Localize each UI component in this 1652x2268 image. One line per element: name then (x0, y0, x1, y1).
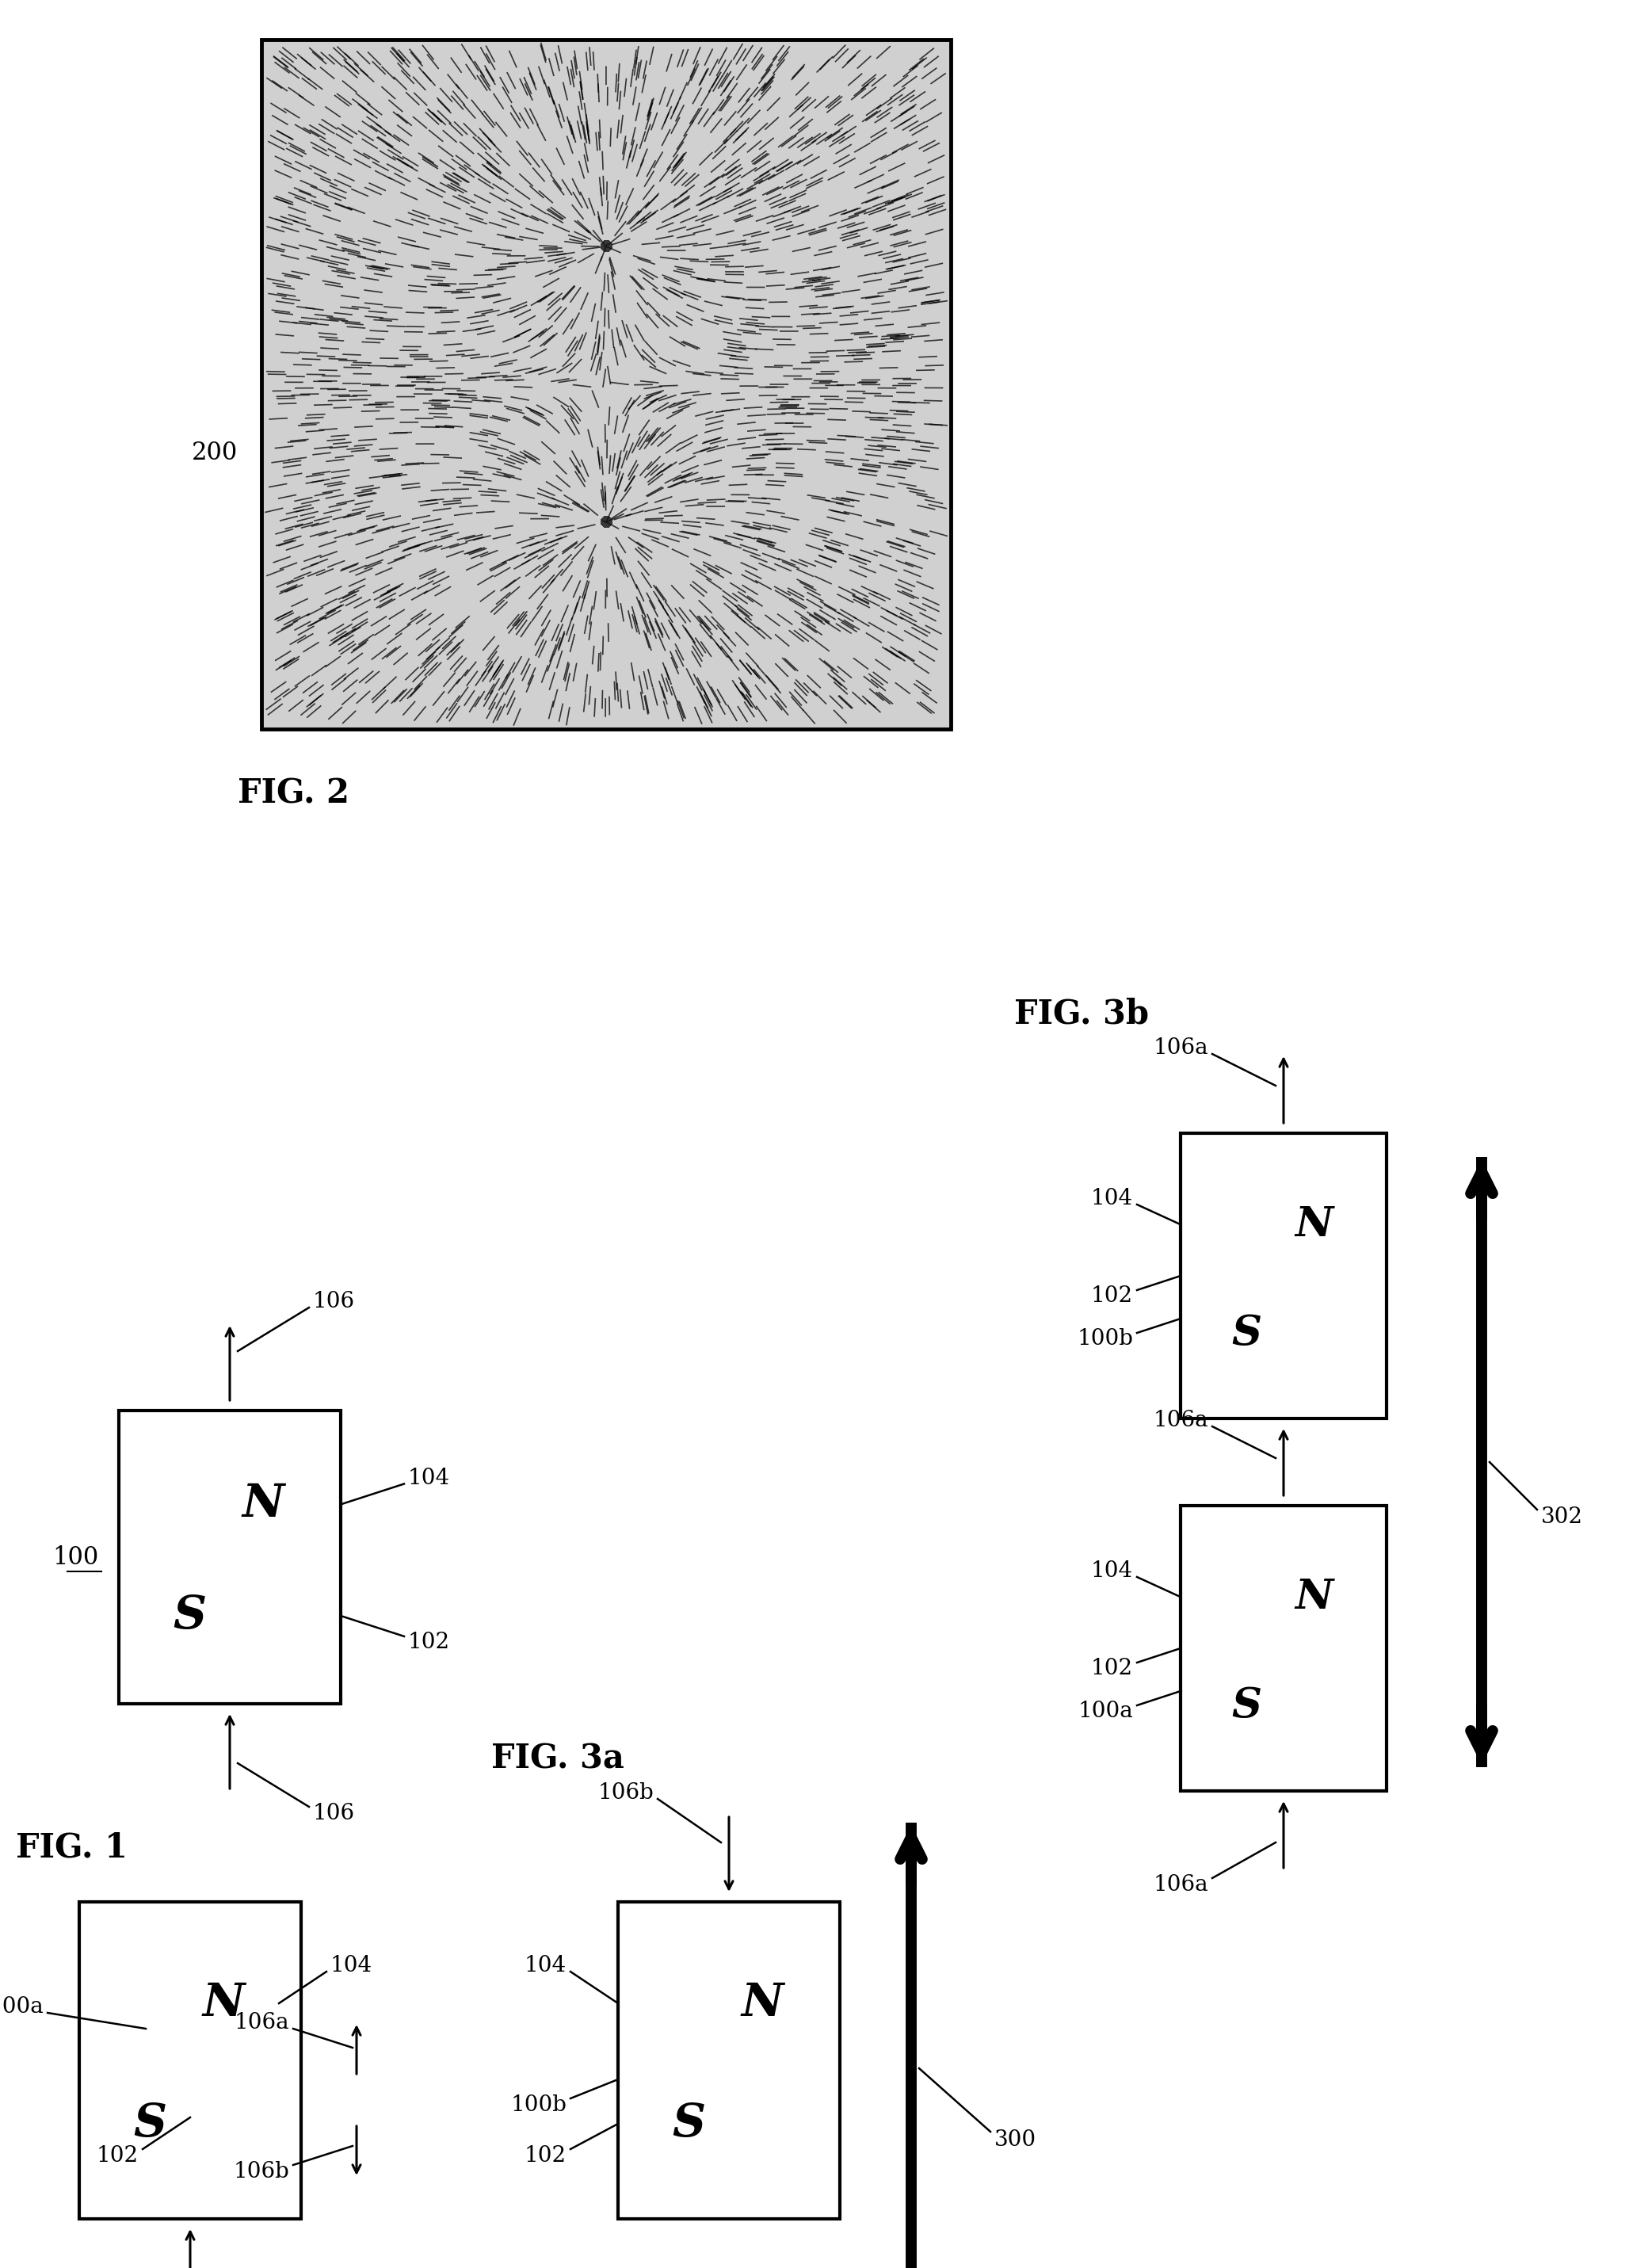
Text: 104: 104 (330, 1955, 372, 1975)
Text: 100a: 100a (0, 1996, 43, 2016)
Text: S: S (134, 2102, 167, 2146)
Bar (79, 1903, 301, 2218)
Bar (1181, 1134, 1386, 1418)
Text: 200: 200 (192, 440, 238, 465)
Text: 104: 104 (408, 1467, 449, 1488)
Text: N: N (241, 1481, 284, 1526)
Text: 300: 300 (995, 2130, 1036, 2150)
Text: 302: 302 (1541, 1506, 1583, 1529)
Text: FIG. 1: FIG. 1 (17, 1830, 127, 1864)
Text: FIG. 3a: FIG. 3a (491, 1742, 624, 1776)
Text: 104: 104 (1090, 1560, 1133, 1583)
Text: S: S (1231, 1685, 1262, 1726)
Text: 106a: 106a (1153, 1873, 1208, 1896)
Text: 106a: 106a (1153, 1408, 1208, 1431)
Text: 106a: 106a (235, 2012, 289, 2032)
Text: 102: 102 (1090, 1658, 1133, 1678)
Text: 100: 100 (53, 1545, 99, 1569)
Text: 104: 104 (524, 1955, 567, 1975)
Text: 102: 102 (408, 1631, 449, 1653)
Text: N: N (202, 1980, 244, 2025)
Text: N: N (742, 1980, 783, 2025)
Text: 102: 102 (96, 2146, 139, 2166)
Text: 102: 102 (1090, 1286, 1133, 1306)
Text: 106b: 106b (598, 1783, 654, 1803)
Text: S: S (672, 2102, 705, 2146)
Text: N: N (1295, 1204, 1333, 1245)
Bar (261, 39, 952, 728)
Text: S: S (173, 1594, 206, 1637)
Bar (1181, 1506, 1386, 1792)
Text: 102: 102 (524, 2146, 567, 2166)
Text: 104: 104 (1090, 1188, 1133, 1209)
Text: 106: 106 (312, 1290, 355, 1311)
Text: S: S (1231, 1313, 1262, 1354)
Bar (119, 1411, 340, 1703)
Text: FIG. 2: FIG. 2 (238, 776, 350, 810)
Text: 106a: 106a (1153, 1036, 1208, 1059)
Text: 106b: 106b (233, 2161, 289, 2182)
Bar (618, 1903, 839, 2218)
Text: 106: 106 (312, 1803, 355, 1823)
Text: 100b: 100b (510, 2093, 567, 2116)
Text: 100a: 100a (1077, 1701, 1133, 1721)
Text: FIG. 3b: FIG. 3b (1014, 998, 1148, 1032)
Text: N: N (1295, 1576, 1333, 1617)
Text: 100b: 100b (1077, 1327, 1133, 1349)
